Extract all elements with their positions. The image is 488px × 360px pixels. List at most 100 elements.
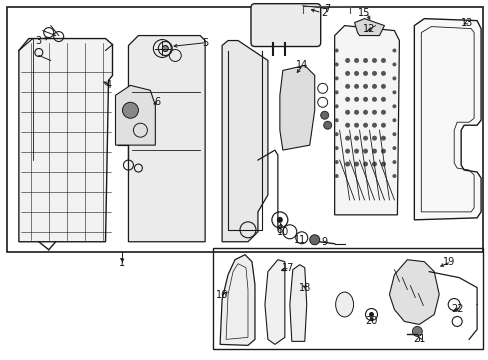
- Circle shape: [323, 121, 331, 129]
- Text: 20: 20: [365, 316, 377, 327]
- Text: 10: 10: [276, 227, 288, 237]
- Text: 16: 16: [216, 289, 228, 300]
- Circle shape: [362, 110, 367, 115]
- Circle shape: [392, 76, 396, 80]
- Circle shape: [371, 136, 376, 141]
- Bar: [213, 248, 482, 349]
- Polygon shape: [289, 265, 306, 341]
- Text: 5: 5: [202, 37, 208, 48]
- Circle shape: [380, 71, 385, 76]
- Circle shape: [334, 49, 338, 53]
- Text: 14: 14: [295, 60, 307, 71]
- Text: 22: 22: [450, 305, 463, 315]
- Circle shape: [371, 110, 376, 115]
- Circle shape: [345, 136, 349, 141]
- Text: 2: 2: [321, 8, 327, 18]
- Circle shape: [362, 162, 367, 167]
- Circle shape: [362, 136, 367, 141]
- Polygon shape: [334, 26, 399, 215]
- Polygon shape: [128, 36, 205, 242]
- Circle shape: [353, 58, 358, 63]
- Circle shape: [368, 312, 373, 317]
- FancyBboxPatch shape: [250, 4, 320, 46]
- Circle shape: [334, 174, 338, 178]
- Circle shape: [371, 58, 376, 63]
- Circle shape: [392, 132, 396, 136]
- Polygon shape: [388, 260, 438, 324]
- Text: 1: 1: [119, 258, 125, 268]
- Circle shape: [353, 123, 358, 128]
- Circle shape: [334, 146, 338, 150]
- Circle shape: [392, 104, 396, 108]
- Circle shape: [362, 71, 367, 76]
- Circle shape: [345, 162, 349, 167]
- Circle shape: [334, 160, 338, 164]
- Circle shape: [392, 118, 396, 122]
- Text: 12: 12: [363, 24, 375, 33]
- Text: 7: 7: [324, 4, 330, 14]
- Circle shape: [353, 71, 358, 76]
- Polygon shape: [220, 255, 254, 345]
- Circle shape: [320, 111, 328, 119]
- Text: 11: 11: [293, 235, 305, 245]
- Polygon shape: [413, 19, 480, 220]
- Circle shape: [334, 132, 338, 136]
- Circle shape: [362, 58, 367, 63]
- Circle shape: [345, 97, 349, 102]
- Circle shape: [392, 146, 396, 150]
- Circle shape: [334, 90, 338, 94]
- Text: 18: 18: [298, 283, 310, 293]
- Circle shape: [392, 90, 396, 94]
- Circle shape: [371, 71, 376, 76]
- Circle shape: [362, 97, 367, 102]
- Circle shape: [362, 149, 367, 154]
- Circle shape: [334, 62, 338, 67]
- Circle shape: [380, 149, 385, 154]
- Polygon shape: [222, 41, 267, 242]
- Circle shape: [122, 102, 138, 118]
- Circle shape: [353, 84, 358, 89]
- Circle shape: [380, 136, 385, 141]
- Bar: [7, 7, 482, 252]
- Circle shape: [380, 97, 385, 102]
- Polygon shape: [354, 19, 384, 36]
- Text: 6: 6: [154, 97, 160, 107]
- Circle shape: [371, 123, 376, 128]
- Circle shape: [371, 84, 376, 89]
- Circle shape: [353, 110, 358, 115]
- Text: 3: 3: [36, 36, 42, 46]
- Circle shape: [371, 162, 376, 167]
- Circle shape: [353, 162, 358, 167]
- Text: 13: 13: [460, 18, 472, 28]
- Text: 4: 4: [105, 80, 111, 90]
- Circle shape: [411, 327, 422, 336]
- Circle shape: [362, 84, 367, 89]
- Circle shape: [380, 123, 385, 128]
- Circle shape: [334, 104, 338, 108]
- Circle shape: [345, 58, 349, 63]
- Circle shape: [371, 149, 376, 154]
- Circle shape: [353, 149, 358, 154]
- Circle shape: [353, 136, 358, 141]
- Ellipse shape: [335, 292, 353, 317]
- Circle shape: [309, 235, 319, 245]
- Polygon shape: [115, 85, 155, 145]
- Circle shape: [362, 123, 367, 128]
- Circle shape: [371, 97, 376, 102]
- Text: 19: 19: [442, 257, 454, 267]
- Circle shape: [334, 76, 338, 80]
- Circle shape: [392, 62, 396, 67]
- Circle shape: [353, 97, 358, 102]
- Text: 15: 15: [358, 8, 370, 18]
- Text: 9: 9: [321, 237, 327, 247]
- Circle shape: [162, 45, 168, 51]
- Circle shape: [334, 118, 338, 122]
- Polygon shape: [264, 260, 285, 345]
- Circle shape: [392, 49, 396, 53]
- Circle shape: [392, 160, 396, 164]
- Polygon shape: [279, 66, 314, 150]
- Text: 8: 8: [276, 225, 283, 235]
- Text: 21: 21: [412, 334, 425, 345]
- Circle shape: [380, 110, 385, 115]
- Text: 17: 17: [281, 263, 293, 273]
